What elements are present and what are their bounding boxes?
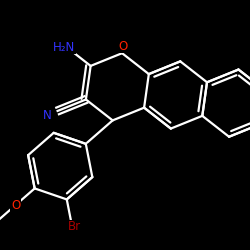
Text: H₂N: H₂N [53,41,76,54]
Text: O: O [11,199,20,212]
Text: O: O [118,40,128,52]
Text: Br: Br [68,220,81,233]
Text: N: N [42,109,51,122]
